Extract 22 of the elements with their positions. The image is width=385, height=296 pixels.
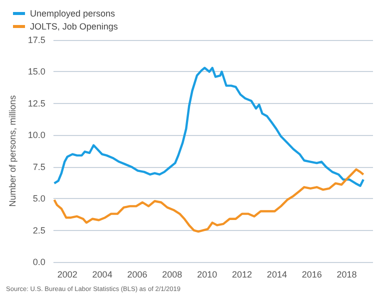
y-tick-label: 12.5 [28, 98, 46, 108]
legend-label: Unemployed persons [30, 8, 116, 18]
x-tick-label: 2012 [232, 270, 252, 280]
x-tick-label: 2002 [57, 270, 78, 280]
line-series [53, 66, 364, 187]
x-tick-label: 2018 [336, 270, 357, 280]
y-tick-label: 7.5 [32, 162, 46, 172]
x-tick-label: 2004 [92, 270, 112, 280]
x-tick-label: 2006 [127, 270, 148, 280]
line-series [53, 168, 364, 233]
y-tick-label: 5.0 [32, 194, 46, 204]
x-tick-label: 2016 [302, 270, 322, 280]
x-tick-label: 2008 [162, 270, 182, 280]
y-axis-title: Number of persons, millions [8, 94, 18, 207]
y-tick-label: 17.5 [28, 35, 46, 45]
x-tick-label: 2014 [266, 270, 287, 280]
y-tick-label: 10.0 [28, 130, 46, 140]
legend-label: JOLTS, Job Openings [30, 22, 118, 32]
y-tick-label: 2.5 [32, 225, 46, 236]
y-tick-label: 0.0 [32, 257, 46, 267]
y-tick-label: 15.0 [28, 66, 46, 77]
x-tick-label: 2010 [197, 270, 218, 280]
